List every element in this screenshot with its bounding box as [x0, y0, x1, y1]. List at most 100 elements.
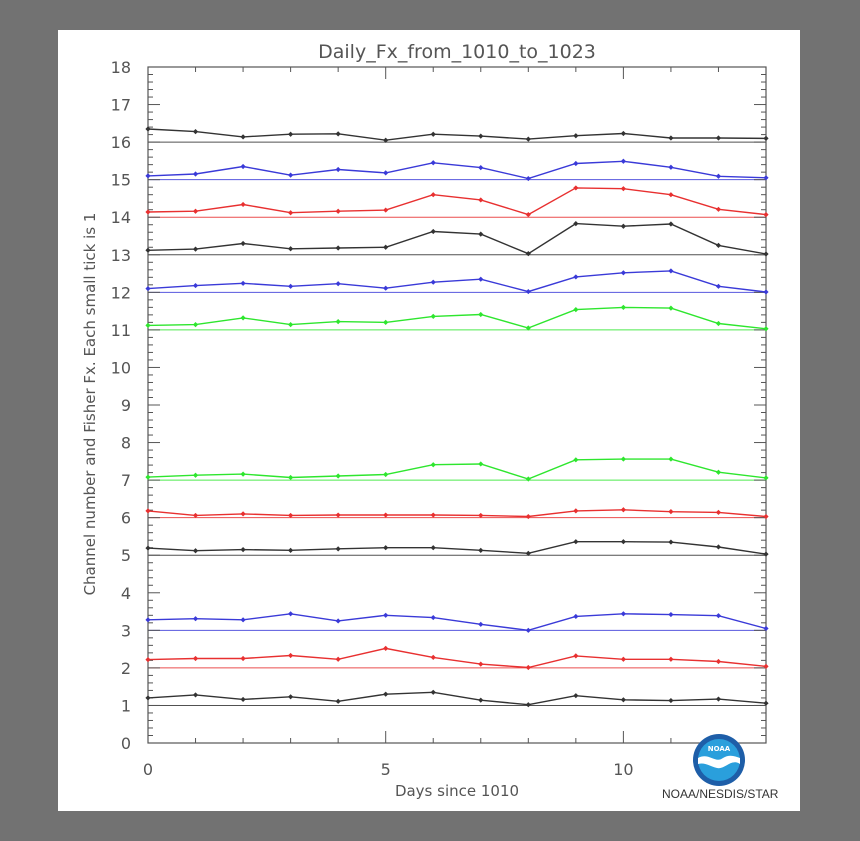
data-point [145, 508, 151, 514]
data-point [525, 702, 531, 708]
data-point [668, 611, 674, 618]
data-point [288, 547, 294, 553]
data-point [145, 322, 151, 328]
y-tick-label: 13 [111, 246, 131, 265]
x-tick-label: 5 [381, 760, 391, 779]
data-point [478, 661, 484, 667]
data-point [573, 653, 579, 659]
data-point [573, 160, 579, 167]
data-point [668, 164, 674, 170]
data-point [335, 546, 341, 552]
data-point [430, 614, 436, 621]
data-point [430, 462, 436, 468]
data-point [240, 280, 246, 286]
data-point [192, 128, 199, 135]
data-point [383, 207, 389, 213]
data-point [525, 251, 531, 257]
data-point [240, 134, 246, 140]
y-tick-label: 11 [111, 321, 131, 340]
data-point [763, 663, 769, 669]
data-point [715, 469, 722, 475]
data-point [763, 700, 769, 706]
data-point [288, 210, 294, 216]
data-point [383, 319, 389, 325]
data-point [430, 689, 436, 695]
series-line-ch2 [147, 647, 767, 669]
series-ch2 [145, 645, 769, 671]
data-point [288, 131, 294, 137]
data-point [335, 656, 341, 662]
data-point [715, 696, 722, 702]
data-point [478, 231, 484, 237]
logo-badge-text: NOAA [708, 745, 731, 753]
series-line-ch12 [147, 270, 767, 293]
noaa-logo-icon: NOAA [693, 734, 745, 786]
logo-wing [698, 755, 740, 769]
logo-caption: NOAA/NESDIS/STAR [662, 787, 779, 801]
x-tick-label: 0 [143, 760, 153, 779]
data-point [525, 513, 531, 520]
data-point [525, 325, 531, 331]
y-tick-label: 18 [111, 58, 131, 77]
data-point [145, 247, 151, 253]
data-point [715, 135, 722, 141]
data-point [620, 158, 626, 164]
data-point [145, 126, 151, 132]
data-point [288, 694, 294, 700]
x-axis-label: Days since 1010 [395, 782, 519, 800]
data-point [240, 471, 246, 477]
y-tick-label: 2 [121, 659, 131, 678]
data-point [668, 192, 674, 198]
data-point [478, 697, 484, 703]
data-point [715, 658, 722, 665]
data-point [335, 245, 341, 251]
data-point [478, 621, 484, 627]
data-point [620, 611, 626, 617]
x-tick-label: 10 [613, 760, 633, 779]
data-point [620, 270, 626, 276]
data-point [715, 206, 722, 212]
data-point [715, 320, 722, 327]
data-point [335, 131, 341, 137]
data-point [763, 175, 769, 181]
data-point [145, 285, 151, 292]
data-point [430, 192, 436, 198]
data-point [192, 548, 199, 554]
data-point [145, 173, 151, 179]
data-point [240, 163, 246, 170]
chart-title: Daily_Fx_from_1010_to_1023 [318, 41, 596, 63]
series-ch16 [145, 126, 769, 143]
data-point [763, 326, 769, 332]
data-point [240, 655, 246, 662]
data-point [668, 456, 674, 462]
y-tick-label: 6 [121, 509, 131, 528]
data-point [192, 616, 199, 622]
data-point [763, 625, 769, 632]
data-point [430, 160, 436, 166]
data-point [715, 613, 722, 619]
data-point [335, 618, 341, 624]
data-point [573, 457, 579, 463]
data-point [145, 474, 151, 480]
series-line-ch6 [147, 509, 767, 518]
data-point [335, 281, 341, 287]
series-line-ch11 [147, 306, 767, 330]
data-point [573, 539, 579, 545]
data-point [240, 617, 246, 623]
data-point [383, 645, 389, 651]
data-point [288, 652, 294, 659]
data-point [288, 283, 294, 289]
data-point [573, 508, 579, 514]
data-point [383, 471, 389, 478]
data-point [145, 209, 151, 215]
series-ch7 [145, 456, 769, 482]
series-ch1 [145, 689, 769, 708]
data-point [430, 313, 436, 319]
data-point [763, 551, 769, 557]
data-point [620, 507, 626, 513]
y-tick-label: 17 [111, 96, 131, 115]
data-point [620, 130, 626, 137]
series-ch5 [145, 539, 769, 557]
series-line-ch3 [147, 613, 767, 632]
